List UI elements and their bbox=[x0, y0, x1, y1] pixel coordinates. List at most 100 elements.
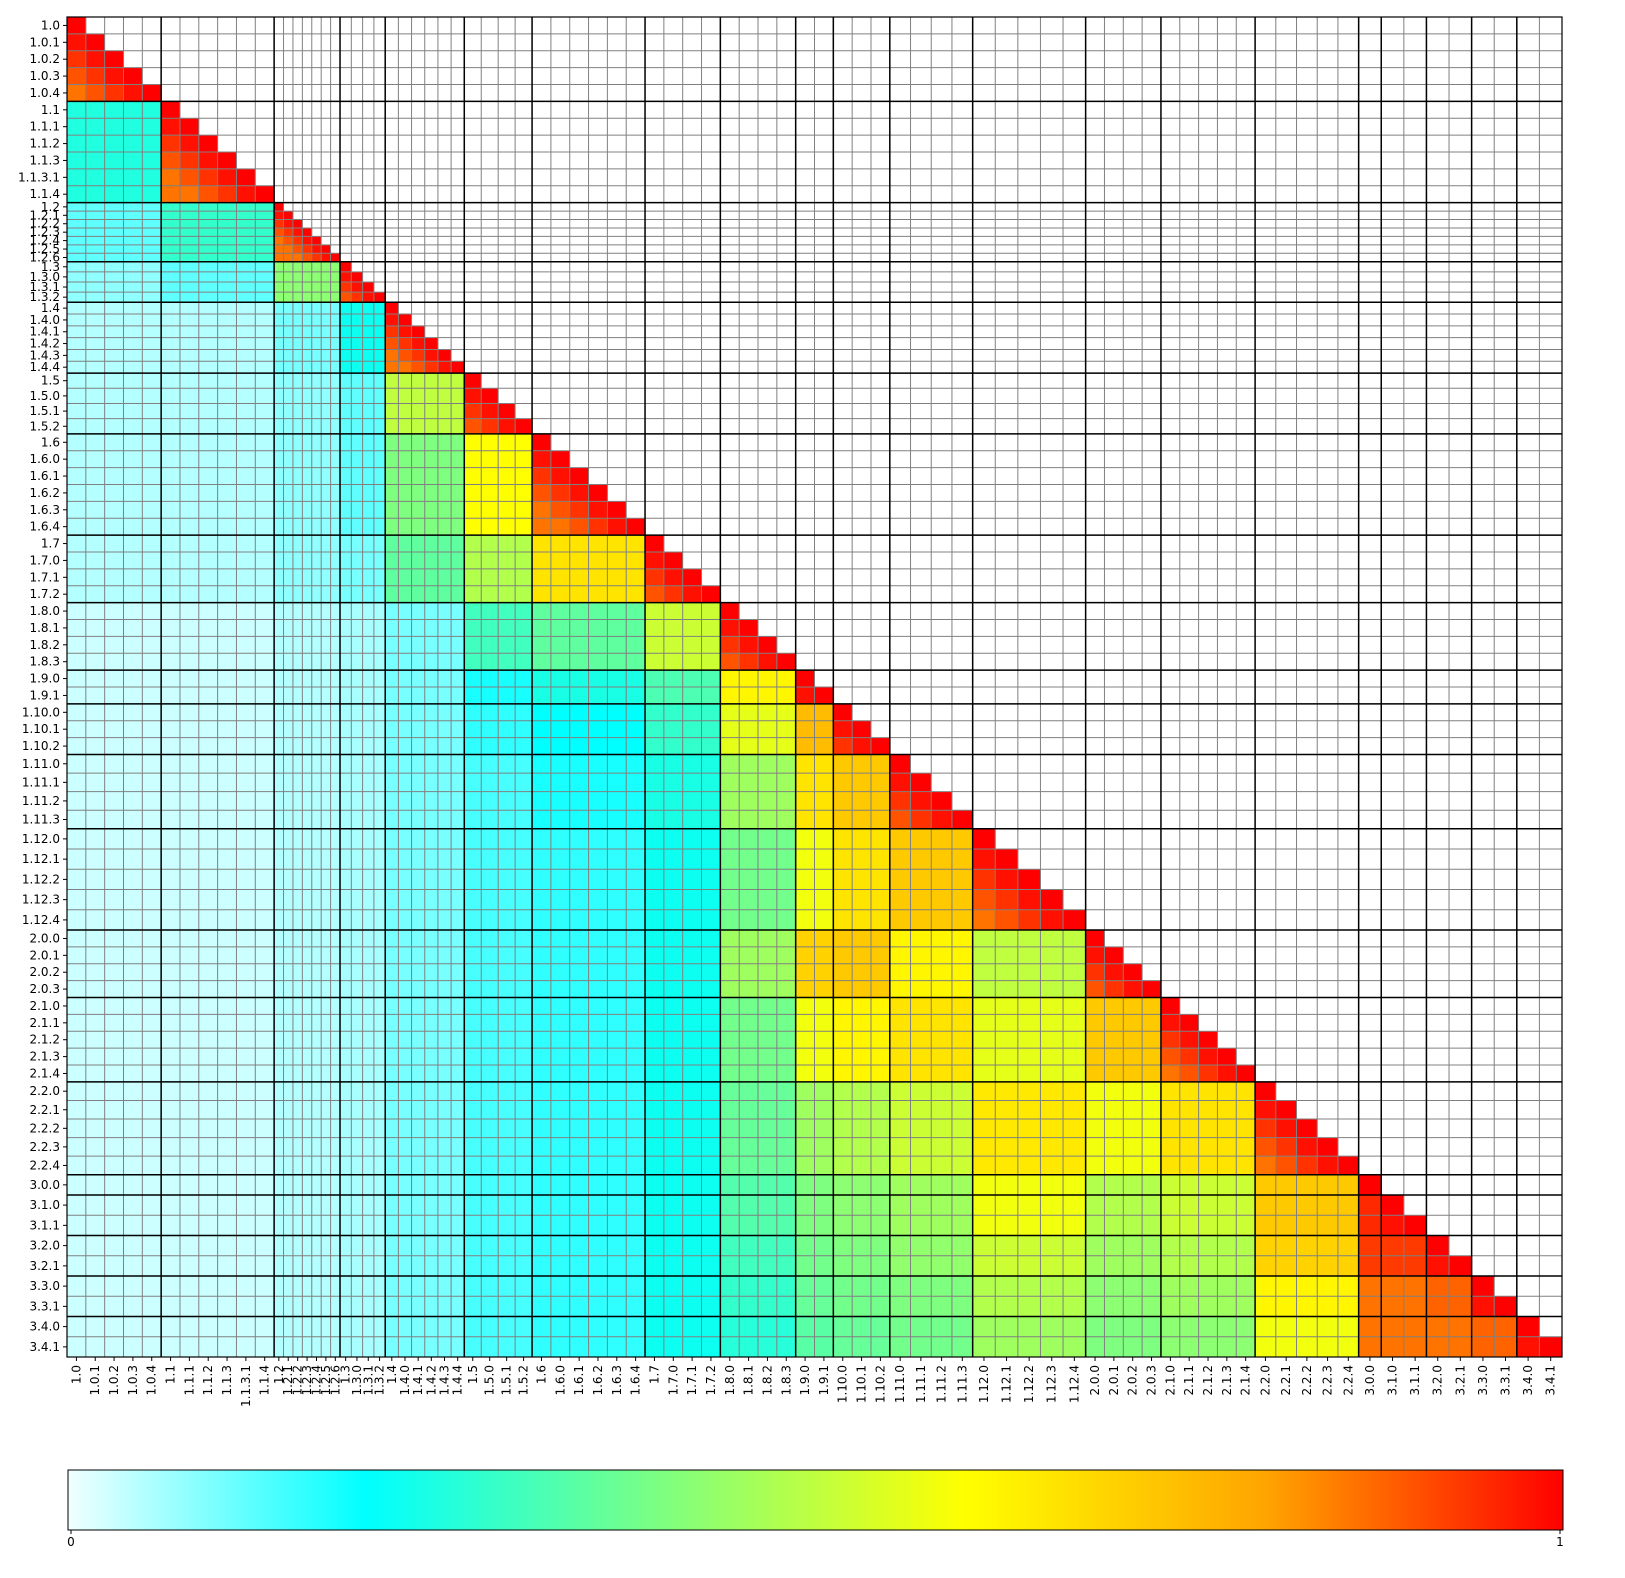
heatmap-cell bbox=[161, 997, 181, 1015]
x-tick-label: 1.4.1 bbox=[411, 1365, 425, 1396]
heatmap-cell bbox=[142, 585, 162, 603]
heatmap-cell bbox=[833, 1081, 853, 1101]
heatmap-cell bbox=[274, 325, 284, 338]
heatmap-cell bbox=[123, 1031, 143, 1049]
heatmap-cell bbox=[464, 703, 482, 722]
heatmap-cell bbox=[481, 703, 499, 722]
heatmap-cell bbox=[515, 980, 533, 998]
x-tick-label: 2.2.1 bbox=[1279, 1365, 1293, 1396]
heatmap-cell bbox=[532, 1100, 552, 1120]
heatmap-cell bbox=[532, 568, 552, 587]
heatmap-cell bbox=[1255, 1275, 1277, 1297]
heatmap-cell bbox=[1255, 1156, 1277, 1176]
heatmap-cell bbox=[607, 1275, 627, 1297]
heatmap-cell bbox=[283, 403, 294, 419]
heatmap-cell bbox=[236, 1137, 256, 1157]
heatmap-cell bbox=[236, 963, 256, 981]
heatmap-cell bbox=[85, 1235, 105, 1257]
y-tick-label: 1.11.1 bbox=[22, 775, 60, 789]
heatmap-cell bbox=[550, 1336, 571, 1358]
heatmap-cell bbox=[311, 1316, 322, 1338]
heatmap-cell bbox=[481, 930, 499, 948]
heatmap-cell bbox=[1179, 1065, 1199, 1083]
heatmap-cell bbox=[437, 636, 452, 654]
heatmap-cell bbox=[833, 1065, 853, 1083]
heatmap-cell bbox=[588, 1031, 608, 1049]
heatmap-cell bbox=[85, 889, 105, 911]
heatmap-cell bbox=[330, 1215, 341, 1236]
heatmap-cell bbox=[217, 720, 237, 738]
heatmap-cell bbox=[340, 1235, 352, 1257]
heatmap-cell bbox=[217, 1215, 237, 1236]
heatmap-cell bbox=[682, 889, 702, 911]
heatmap-cell bbox=[179, 253, 200, 263]
heatmap-cell bbox=[104, 337, 124, 350]
heatmap-cell bbox=[1179, 1215, 1199, 1236]
heatmap-cell bbox=[330, 619, 341, 637]
heatmap-cell bbox=[569, 754, 589, 774]
heatmap-cell bbox=[255, 773, 275, 792]
heatmap-cell bbox=[1236, 1194, 1256, 1216]
heatmap-cell bbox=[123, 1065, 143, 1083]
heatmap-cell bbox=[663, 930, 683, 948]
heatmap-cell bbox=[321, 1296, 331, 1317]
heatmap-cell bbox=[1063, 1316, 1086, 1338]
heatmap-cell bbox=[311, 337, 322, 350]
heatmap-cell bbox=[411, 1235, 426, 1257]
heatmap-cell bbox=[515, 1255, 533, 1277]
heatmap-cell bbox=[1104, 1275, 1124, 1297]
heatmap-cell bbox=[104, 467, 124, 485]
heatmap-cell bbox=[1123, 1014, 1143, 1032]
heatmap-cell bbox=[198, 636, 218, 654]
heatmap-cell bbox=[663, 1065, 683, 1083]
heatmap-cell bbox=[588, 1275, 608, 1297]
heatmap-cell bbox=[255, 737, 275, 755]
heatmap-cell bbox=[161, 930, 181, 948]
heatmap-cell bbox=[1123, 1174, 1143, 1196]
heatmap-cell bbox=[795, 1255, 815, 1277]
heatmap-cell bbox=[515, 467, 533, 485]
heatmap-cell bbox=[972, 1275, 996, 1297]
heatmap-cell bbox=[739, 720, 759, 738]
heatmap-cell bbox=[340, 585, 352, 603]
heatmap-cell bbox=[451, 828, 465, 850]
heatmap-cell bbox=[179, 1215, 200, 1236]
heatmap-cell bbox=[217, 869, 237, 890]
heatmap-cell bbox=[274, 687, 284, 705]
heatmap-cell bbox=[292, 909, 303, 931]
heatmap-cell bbox=[179, 388, 200, 404]
heatmap-cell bbox=[1142, 1336, 1162, 1358]
heatmap-cell bbox=[758, 703, 778, 722]
heatmap-cell bbox=[321, 869, 331, 890]
heatmap-cell bbox=[550, 1296, 571, 1317]
y-tick-label: 1.4.2 bbox=[29, 337, 60, 351]
heatmap-cell bbox=[67, 1081, 87, 1101]
heatmap-cell bbox=[498, 810, 516, 830]
heatmap-cell bbox=[515, 450, 533, 468]
heatmap-cell bbox=[198, 227, 218, 237]
heatmap-cell bbox=[532, 703, 552, 722]
heatmap-cell bbox=[142, 703, 162, 722]
heatmap-cell bbox=[663, 980, 683, 998]
heatmap-cell bbox=[550, 687, 571, 705]
heatmap-cell bbox=[362, 1296, 375, 1317]
heatmap-cell bbox=[1198, 1048, 1218, 1066]
heatmap-cell bbox=[217, 302, 237, 315]
heatmap-cell bbox=[870, 946, 891, 965]
heatmap-cell bbox=[362, 1048, 375, 1066]
heatmap-cell bbox=[236, 1336, 256, 1358]
heatmap-cells bbox=[67, 17, 1563, 1358]
heatmap-cell bbox=[464, 1081, 482, 1101]
heatmap-cell bbox=[931, 1255, 953, 1277]
heatmap-cell bbox=[217, 1194, 237, 1216]
heatmap-cell bbox=[1381, 1296, 1405, 1317]
heatmap-cell bbox=[569, 687, 589, 705]
heatmap-cell bbox=[411, 1031, 426, 1049]
heatmap-cell bbox=[663, 670, 683, 688]
heatmap-cell bbox=[682, 1100, 702, 1120]
heatmap-cell bbox=[179, 1194, 200, 1216]
heatmap-cell bbox=[123, 349, 143, 362]
heatmap-cell bbox=[311, 1174, 322, 1196]
heatmap-cell bbox=[550, 1316, 571, 1338]
heatmap-cell bbox=[398, 828, 412, 850]
